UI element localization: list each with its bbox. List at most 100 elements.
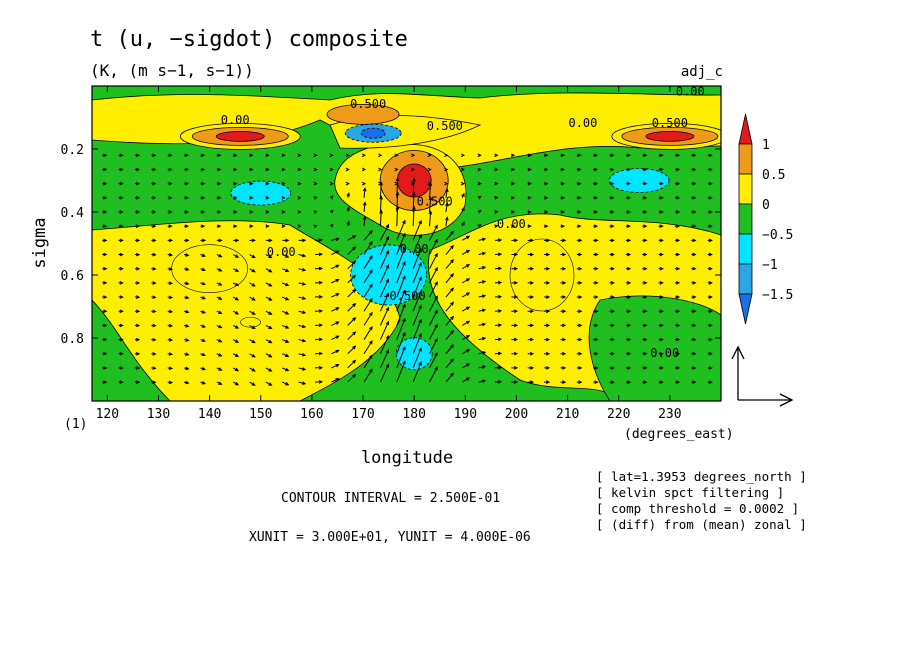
- wind-vector: [429, 352, 438, 369]
- wind-vector-head: [135, 252, 141, 257]
- wind-vector: [347, 331, 356, 340]
- wind-vector-head: [465, 292, 471, 296]
- chart-title: t (u, −sigdot) composite: [90, 27, 408, 52]
- wind-vector-head: [708, 224, 713, 229]
- wind-vector: [379, 224, 389, 241]
- wind-vector-head: [578, 281, 583, 285]
- wind-vector-head: [594, 323, 599, 328]
- wind-vector-head: [185, 267, 190, 271]
- wind-vector-head: [593, 167, 599, 172]
- wind-vector-head: [513, 351, 519, 356]
- wind-vector-head: [369, 311, 373, 317]
- wind-vector: [363, 326, 373, 340]
- wind-vector-head: [594, 295, 599, 299]
- wind-vector-head: [643, 195, 648, 200]
- wind-vector: [331, 378, 339, 383]
- x-tick-label: 160: [300, 407, 323, 422]
- wind-vector-head: [362, 201, 367, 206]
- wind-vector-head: [481, 237, 487, 242]
- wind-vector-head: [184, 167, 189, 172]
- wind-vector-head: [135, 366, 141, 370]
- wind-vector-head: [560, 210, 566, 214]
- wind-vector-head: [708, 380, 713, 384]
- wind-vector-head: [394, 153, 399, 158]
- wind-vector-head: [218, 353, 223, 357]
- wind-vector-head: [385, 223, 390, 229]
- wind-vector-head: [297, 210, 302, 214]
- wind-vector: [461, 349, 470, 355]
- wind-vector-head: [460, 167, 466, 172]
- wind-vector-head: [481, 322, 487, 327]
- wind-vector-head: [513, 337, 519, 342]
- wind-vector-head: [428, 196, 433, 201]
- wind-vector: [347, 360, 356, 369]
- wind-vector-head: [345, 181, 350, 186]
- wind-vector-head: [335, 278, 340, 283]
- wind-vector-head: [692, 309, 697, 314]
- wind-vector-head: [593, 181, 599, 186]
- wind-vector-head: [708, 266, 713, 271]
- wind-vector-head: [313, 167, 318, 172]
- y-axis: 0.2 0.4 0.6 0.8: [61, 143, 721, 347]
- wind-vector-head: [643, 380, 648, 384]
- wind-vector-head: [329, 153, 334, 158]
- wind-vector-head: [301, 310, 307, 314]
- wind-vector-head: [251, 268, 256, 273]
- contour-label-layer: 0.500 0.00 0.00 0.00 0.500 0.500 0.500 0.00 0.00…: [221, 86, 705, 360]
- wind-vector: [347, 345, 356, 355]
- wind-vector-head: [643, 351, 648, 356]
- wind-vector-head: [152, 238, 157, 243]
- wind-vector-head: [610, 380, 615, 384]
- wind-vector-head: [361, 181, 367, 186]
- wind-vector-head: [560, 181, 566, 186]
- wind-vector-head: [450, 273, 454, 278]
- wind-vector-head: [135, 238, 141, 243]
- wind-vector-head: [527, 224, 532, 229]
- wind-vector-head: [233, 195, 238, 200]
- wind-vector-head: [593, 210, 599, 214]
- wind-vector-head: [578, 366, 583, 370]
- wind-vector-head: [659, 380, 664, 384]
- wind-vector-head: [675, 351, 681, 356]
- wind-vector-head: [659, 167, 664, 172]
- wind-vector: [412, 234, 422, 255]
- wind-vector-head: [301, 282, 307, 286]
- wind-vector-head: [265, 195, 270, 200]
- wind-vector-head: [708, 295, 713, 299]
- wind-vector: [396, 261, 406, 284]
- wind-vector: [379, 264, 389, 284]
- wind-vector-head: [708, 337, 713, 342]
- wind-vector-head: [461, 192, 465, 197]
- wind-vector-head: [329, 167, 334, 172]
- wind-vector-head: [675, 337, 681, 342]
- wind-vector-head: [529, 238, 535, 243]
- wind-vector-head: [168, 352, 174, 356]
- x-tick-label: 180: [402, 407, 425, 422]
- wind-vector-head: [346, 192, 350, 197]
- wind-vector: [412, 206, 415, 227]
- wind-vector-head: [265, 181, 270, 186]
- wind-vector-head: [385, 334, 390, 340]
- wind-vector-head: [378, 153, 383, 158]
- wind-vector-head: [577, 195, 582, 200]
- wind-vector-head: [659, 323, 664, 328]
- wind-vector-head: [352, 331, 357, 336]
- wind-vector-head: [152, 153, 157, 158]
- wind-vector-head: [285, 296, 290, 301]
- wind-vector-head: [465, 235, 471, 240]
- wind-vector: [396, 318, 406, 340]
- wind-vector-head: [318, 280, 324, 285]
- wind-vector-head: [103, 195, 108, 200]
- wind-vector-head: [281, 224, 286, 229]
- wind-vector-head: [103, 266, 108, 271]
- wind-vector-head: [168, 210, 173, 214]
- wind-vector-head: [510, 224, 516, 229]
- wind-vector-head: [217, 224, 222, 229]
- negative-band-top: [92, 86, 721, 101]
- wind-vector-head: [385, 249, 390, 255]
- wind-vector-head: [593, 224, 599, 229]
- wind-vector-head: [626, 167, 631, 172]
- wind-vector-head: [529, 266, 535, 271]
- colorbar-label: 0.5: [762, 168, 785, 183]
- wind-vector: [429, 182, 432, 198]
